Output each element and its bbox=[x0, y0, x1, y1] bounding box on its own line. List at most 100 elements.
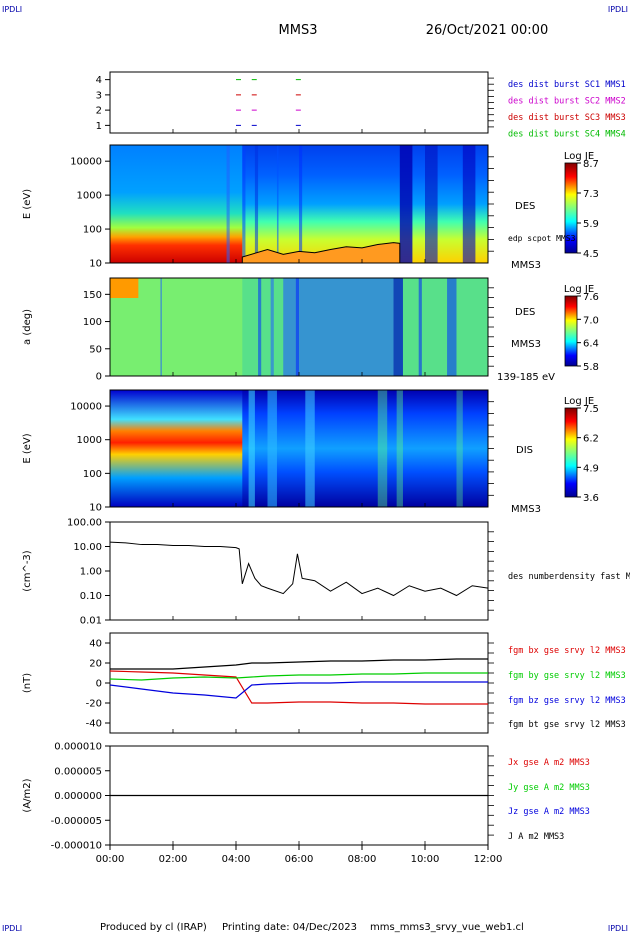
colorbar-title: Log JE bbox=[564, 151, 594, 162]
colorbar-tick-label: 6.2 bbox=[583, 434, 599, 445]
y-axis-label: E (eV) bbox=[22, 433, 33, 463]
des-instrument-label: DES bbox=[515, 201, 535, 212]
dis-energy-stripe bbox=[396, 390, 403, 507]
corner-label-tl: IPDLI bbox=[2, 5, 22, 14]
legend-current-0: Jx gse A m2 MMS3 bbox=[508, 758, 590, 768]
x-tick-label: 12:00 bbox=[474, 854, 503, 865]
dis-energy-stripe bbox=[267, 390, 277, 507]
pitch-stripe bbox=[393, 278, 403, 376]
pitch-spacecraft-label: MMS3 bbox=[511, 339, 541, 350]
y-tick-label: 1.00 bbox=[80, 567, 102, 578]
y-axis-label: (cm^-3) bbox=[22, 550, 33, 591]
legend-burst-sc4: des dist burst SC4 MMS4 bbox=[508, 130, 626, 140]
y-tick-label: 0.10 bbox=[80, 591, 102, 602]
colorbar-title: Log JE bbox=[564, 396, 594, 407]
des-energy-stripe bbox=[425, 145, 438, 263]
density-series-line bbox=[109, 541, 489, 597]
y-tick-label: 10000 bbox=[70, 402, 102, 413]
pitch-energy-range: 139-185 eV bbox=[497, 372, 555, 383]
plot-title: MMS3 bbox=[279, 23, 318, 38]
corner-label-br: IPDLI bbox=[608, 924, 628, 933]
pitch-stripe bbox=[295, 278, 299, 376]
y-tick-label: 1 bbox=[96, 121, 102, 132]
y-tick-label: 0.000000 bbox=[54, 791, 102, 802]
colorbar-tick-label: 7.0 bbox=[583, 315, 599, 326]
y-tick-label: 40 bbox=[89, 639, 102, 650]
scpot-label: edp scpot MMS3 bbox=[508, 234, 576, 243]
y-tick-label: 0.000005 bbox=[54, 766, 102, 777]
legend-current-1: Jy gse A m2 MMS3 bbox=[508, 783, 590, 793]
des-energy-hot-region bbox=[110, 145, 243, 263]
y-tick-label: 100.00 bbox=[67, 518, 102, 529]
fgm-by-line bbox=[109, 672, 488, 681]
y-tick-label: 2 bbox=[96, 106, 102, 117]
des-energy-stripe bbox=[299, 145, 303, 263]
y-axis-label: a (deg) bbox=[22, 309, 33, 345]
pitch-hot-top bbox=[110, 278, 139, 298]
y-tick-label: 100 bbox=[83, 469, 102, 480]
y-tick-label: -40 bbox=[86, 719, 102, 730]
y-axis-label: (A/m2) bbox=[22, 778, 33, 812]
y-tick-label: 3 bbox=[96, 90, 102, 101]
plot-date: 26/Oct/2021 00:00 bbox=[426, 23, 548, 38]
spacecraft-label: MMS3 bbox=[511, 260, 541, 271]
colorbar-title: Log JE bbox=[564, 284, 594, 295]
footer-file: mms_mms3_srvy_vue_web1.cl bbox=[370, 922, 524, 933]
x-tick-label: 06:00 bbox=[285, 854, 314, 865]
fgm-bt-line bbox=[110, 658, 488, 670]
colorbar-tick-label: 6.4 bbox=[583, 339, 599, 350]
y-tick-label: 50 bbox=[89, 344, 102, 355]
y-tick-label: 10 bbox=[89, 503, 102, 514]
des-energy-stripe bbox=[226, 145, 230, 263]
colorbar bbox=[564, 295, 578, 367]
colorbar-tick-label: 7.3 bbox=[583, 189, 599, 200]
y-axis-label: (nT) bbox=[22, 673, 33, 693]
colorbar-tick-label: 7.5 bbox=[583, 404, 599, 415]
legend-current-2: Jz gse A m2 MMS3 bbox=[508, 807, 590, 817]
y-tick-label: 0.01 bbox=[80, 616, 102, 627]
des-energy-stripe bbox=[242, 145, 246, 263]
legend-fgm-2: fgm bz gse srvy l2 MMS3 bbox=[508, 696, 626, 706]
y-tick-label: 20 bbox=[89, 659, 102, 670]
des-energy-stripe bbox=[276, 145, 279, 263]
footer-produced: Produced by cl (IRAP) bbox=[100, 922, 207, 933]
legend-fgm-1: fgm by gse srvy l2 MMS3 bbox=[508, 671, 626, 681]
y-tick-label: -0.000005 bbox=[51, 816, 102, 827]
density-frame bbox=[109, 521, 489, 621]
pitch-stripe bbox=[160, 278, 162, 376]
legend-fgm-0: fgm bx gse srvy l2 MMS3 bbox=[508, 646, 626, 656]
x-tick-label: 04:00 bbox=[222, 854, 251, 865]
colorbar-tick-label: 7.6 bbox=[583, 292, 599, 303]
y-tick-label: 100 bbox=[83, 225, 102, 236]
corner-label-tr: IPDLI bbox=[608, 5, 628, 14]
pitch-stripe bbox=[418, 278, 422, 376]
scpot-overlay bbox=[241, 242, 401, 264]
x-tick-label: 10:00 bbox=[411, 854, 440, 865]
colorbar-tick-label: 5.8 bbox=[583, 362, 599, 373]
y-tick-label: 10.00 bbox=[73, 542, 102, 553]
y-axis-label: E (eV) bbox=[22, 189, 33, 219]
y-tick-label: 10 bbox=[89, 259, 102, 270]
colorbar-tick-label: 4.9 bbox=[583, 463, 599, 474]
colorbar bbox=[564, 162, 578, 254]
y-tick-label: 10000 bbox=[70, 157, 102, 168]
pitch-stripe bbox=[258, 278, 262, 376]
footer-printing: Printing date: 04/Dec/2023 bbox=[222, 922, 357, 933]
burst-panel-frame bbox=[109, 71, 489, 134]
colorbar bbox=[564, 407, 578, 498]
y-tick-label: 150 bbox=[83, 290, 102, 301]
pitch-blue-region bbox=[283, 278, 394, 376]
legend-current-3: J A m2 MMS3 bbox=[508, 832, 564, 842]
dis-energy-stripe bbox=[377, 390, 388, 507]
legend-fgm-3: fgm bt gse srvy l2 MMS3 bbox=[508, 720, 626, 730]
pitch-stripe bbox=[447, 278, 457, 376]
legend-burst-sc3: des dist burst SC3 MMS3 bbox=[508, 113, 626, 123]
des-energy-stripe bbox=[462, 145, 476, 263]
dis-spacecraft-label: MMS3 bbox=[511, 504, 541, 515]
legend-burst-sc2: des dist burst SC2 MMS2 bbox=[508, 97, 626, 107]
y-tick-label: 100 bbox=[83, 317, 102, 328]
fgm-bz-line bbox=[109, 681, 488, 699]
dis-energy-stripe bbox=[456, 390, 463, 507]
y-tick-label: 1000 bbox=[77, 435, 102, 446]
